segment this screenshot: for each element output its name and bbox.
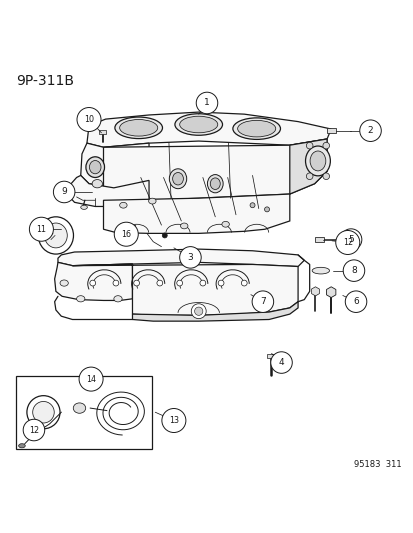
Circle shape: [194, 307, 202, 316]
Ellipse shape: [19, 443, 25, 448]
Polygon shape: [103, 139, 326, 203]
Circle shape: [199, 280, 205, 286]
Ellipse shape: [207, 175, 223, 193]
Circle shape: [252, 291, 273, 312]
Circle shape: [270, 352, 292, 373]
Text: 16: 16: [121, 230, 131, 239]
Circle shape: [27, 395, 60, 429]
Ellipse shape: [38, 217, 74, 254]
Polygon shape: [81, 143, 149, 188]
Text: 9P-311B: 9P-311B: [17, 74, 74, 88]
Circle shape: [33, 401, 54, 423]
Circle shape: [218, 280, 223, 286]
Text: 9: 9: [61, 188, 67, 197]
Circle shape: [53, 181, 75, 203]
Text: 95183  311: 95183 311: [353, 459, 401, 469]
Circle shape: [79, 367, 103, 391]
Ellipse shape: [115, 117, 162, 139]
Ellipse shape: [60, 280, 68, 286]
Text: 11: 11: [36, 225, 46, 234]
Ellipse shape: [210, 178, 220, 190]
Polygon shape: [87, 112, 330, 147]
Text: 12: 12: [29, 425, 39, 434]
Ellipse shape: [221, 221, 229, 227]
Circle shape: [339, 229, 361, 251]
Bar: [16, 376, 152, 449]
Ellipse shape: [89, 160, 101, 174]
Ellipse shape: [305, 146, 330, 176]
Circle shape: [322, 173, 329, 180]
Ellipse shape: [119, 203, 127, 208]
Text: 4: 4: [278, 358, 284, 367]
Text: 12: 12: [342, 238, 352, 247]
Circle shape: [157, 280, 162, 286]
Circle shape: [179, 247, 201, 268]
Circle shape: [113, 280, 119, 286]
Polygon shape: [69, 175, 149, 206]
Circle shape: [90, 280, 95, 286]
Circle shape: [306, 173, 312, 180]
Circle shape: [114, 222, 138, 246]
Ellipse shape: [179, 116, 217, 133]
Text: 8: 8: [350, 266, 356, 275]
Circle shape: [322, 142, 329, 149]
Ellipse shape: [309, 151, 325, 171]
Bar: [99, 130, 106, 134]
Text: 1: 1: [204, 99, 209, 108]
Circle shape: [176, 280, 182, 286]
Ellipse shape: [76, 296, 85, 302]
Circle shape: [241, 280, 247, 286]
Circle shape: [161, 408, 185, 432]
Text: 13: 13: [169, 416, 178, 425]
Ellipse shape: [172, 173, 183, 185]
Polygon shape: [289, 139, 326, 194]
Polygon shape: [132, 302, 297, 321]
Ellipse shape: [169, 169, 186, 189]
Polygon shape: [72, 264, 297, 316]
Circle shape: [162, 233, 167, 238]
Text: 2: 2: [367, 126, 373, 135]
Text: 5: 5: [347, 235, 353, 244]
Polygon shape: [103, 194, 289, 233]
Ellipse shape: [81, 205, 87, 209]
Circle shape: [359, 120, 380, 141]
Circle shape: [23, 419, 45, 441]
Ellipse shape: [86, 157, 104, 177]
Ellipse shape: [92, 180, 102, 188]
Circle shape: [249, 203, 254, 208]
Circle shape: [133, 280, 139, 286]
Bar: [266, 354, 274, 358]
Ellipse shape: [180, 223, 188, 229]
Circle shape: [77, 108, 101, 132]
Text: 7: 7: [259, 297, 265, 306]
Polygon shape: [55, 262, 132, 301]
Text: 10: 10: [84, 115, 94, 124]
Bar: [326, 128, 335, 133]
Text: 6: 6: [352, 297, 358, 306]
Ellipse shape: [119, 119, 157, 136]
Ellipse shape: [73, 403, 85, 413]
Ellipse shape: [174, 114, 222, 135]
Text: 3: 3: [187, 253, 193, 262]
Ellipse shape: [311, 268, 329, 274]
Ellipse shape: [148, 198, 156, 204]
Polygon shape: [58, 249, 304, 266]
Ellipse shape: [232, 118, 280, 140]
Text: 14: 14: [86, 375, 96, 384]
Circle shape: [196, 92, 217, 114]
Ellipse shape: [237, 120, 275, 137]
Ellipse shape: [114, 296, 122, 302]
Circle shape: [191, 304, 206, 319]
Bar: [315, 237, 323, 241]
Circle shape: [344, 291, 366, 312]
Circle shape: [29, 217, 53, 241]
Circle shape: [264, 207, 269, 212]
Circle shape: [342, 260, 364, 281]
Circle shape: [335, 230, 359, 254]
Ellipse shape: [45, 223, 67, 248]
Circle shape: [306, 142, 312, 149]
